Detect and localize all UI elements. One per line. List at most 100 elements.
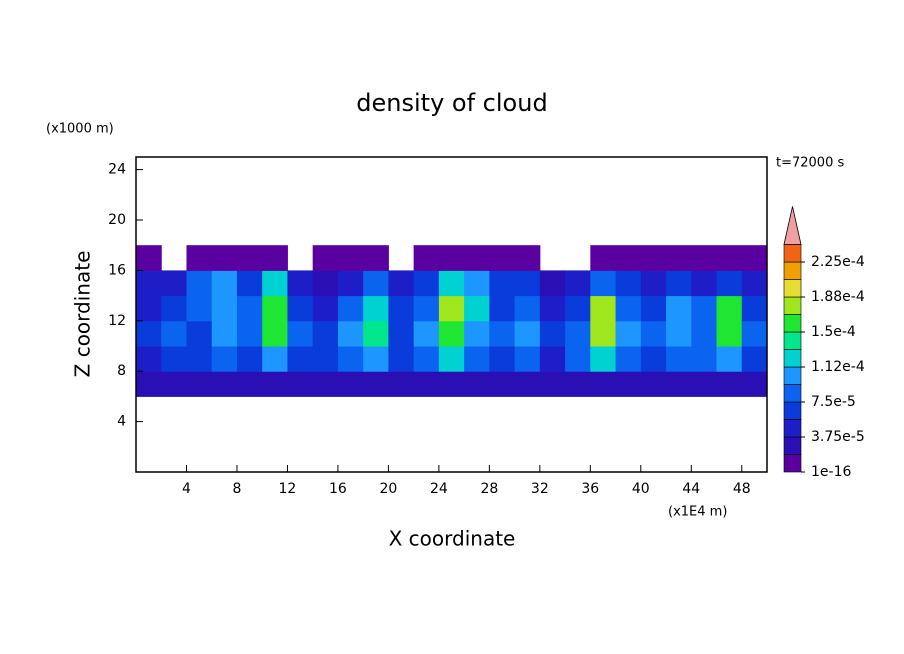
- cell: [590, 320, 617, 347]
- cell: [514, 270, 541, 297]
- cell: [438, 346, 465, 372]
- plot-frame: [135, 156, 768, 473]
- cell: [161, 270, 187, 297]
- cell: [666, 270, 692, 297]
- cell: [363, 270, 389, 297]
- colorbar-label: 3.75e-5: [811, 429, 865, 445]
- cell: [716, 245, 743, 271]
- cell: [161, 295, 187, 322]
- cell: [615, 371, 642, 397]
- cell: [337, 245, 364, 271]
- cell: [211, 270, 238, 297]
- cell: [514, 320, 541, 347]
- cell: [236, 270, 263, 297]
- cell: [640, 270, 667, 297]
- cell: [186, 320, 213, 347]
- cell: [716, 371, 743, 397]
- cell: [262, 245, 288, 271]
- cell: [136, 245, 162, 271]
- cell: [363, 371, 389, 397]
- cell: [489, 346, 516, 372]
- cell: [388, 320, 415, 347]
- cell: [489, 295, 516, 322]
- cell: [741, 295, 768, 322]
- cell: [565, 371, 591, 397]
- cell: [337, 270, 364, 297]
- cell: [438, 245, 465, 271]
- cell: [413, 245, 440, 271]
- cell: [236, 295, 263, 322]
- cell: [640, 245, 667, 271]
- cell: [438, 270, 465, 297]
- cell: [514, 346, 541, 372]
- cell: [741, 346, 768, 372]
- y-tick-label: 16: [108, 262, 126, 278]
- cell: [489, 371, 516, 397]
- cell: [388, 346, 415, 372]
- cell: [161, 320, 187, 347]
- cell: [464, 371, 490, 397]
- cell: [136, 320, 162, 347]
- cell: [640, 371, 667, 397]
- cell: [691, 371, 718, 397]
- cell: [312, 245, 339, 271]
- cell: [337, 371, 364, 397]
- x-tick-label: 36: [581, 481, 599, 497]
- time-label: t=72000 s: [776, 156, 844, 171]
- x-tick-label: 24: [430, 481, 448, 497]
- cell: [413, 295, 440, 322]
- cell: [539, 295, 566, 322]
- cell: [363, 320, 389, 347]
- cell: [438, 295, 465, 322]
- cell: [312, 295, 339, 322]
- cell: [363, 346, 389, 372]
- y-axis-title: Z coordinate: [71, 251, 95, 378]
- cell: [287, 320, 314, 347]
- cell: [287, 346, 314, 372]
- colorbar-over: [783, 206, 802, 245]
- cell: [514, 295, 541, 322]
- cell: [262, 371, 288, 397]
- cell: [236, 371, 263, 397]
- cell: [262, 320, 288, 347]
- y-tick-label: 4: [117, 414, 126, 430]
- colorbar-label: 1.5e-4: [811, 324, 856, 340]
- cell: [615, 270, 642, 297]
- cell: [590, 295, 617, 322]
- colorbar-box: [783, 261, 802, 280]
- cell: [312, 270, 339, 297]
- cell: [565, 346, 591, 372]
- cell: [514, 371, 541, 397]
- colorbar-box: [783, 454, 802, 473]
- cell: [691, 270, 718, 297]
- cell: [136, 346, 162, 372]
- cell: [464, 346, 490, 372]
- colorbar-box: [783, 419, 802, 438]
- cell: [565, 295, 591, 322]
- x-tick-label: 4: [182, 481, 191, 497]
- colorbar-box: [783, 401, 802, 420]
- cell: [565, 270, 591, 297]
- cell: [413, 346, 440, 372]
- x-tick-label: 48: [733, 481, 751, 497]
- colorbar-box: [783, 244, 802, 263]
- cell: [236, 245, 263, 271]
- cell: [438, 320, 465, 347]
- cell: [287, 295, 314, 322]
- cell: [312, 346, 339, 372]
- cell: [539, 346, 566, 372]
- colorbar-label: 2.25e-4: [811, 254, 865, 270]
- cell: [640, 320, 667, 347]
- cell: [640, 346, 667, 372]
- cell: [287, 371, 314, 397]
- y-tick-label: 12: [108, 313, 126, 329]
- cell: [262, 295, 288, 322]
- cell: [741, 245, 768, 271]
- cell: [211, 371, 238, 397]
- cell: [136, 295, 162, 322]
- cell: [691, 320, 718, 347]
- cell: [716, 295, 743, 322]
- cell: [337, 320, 364, 347]
- cell: [262, 270, 288, 297]
- cell: [413, 270, 440, 297]
